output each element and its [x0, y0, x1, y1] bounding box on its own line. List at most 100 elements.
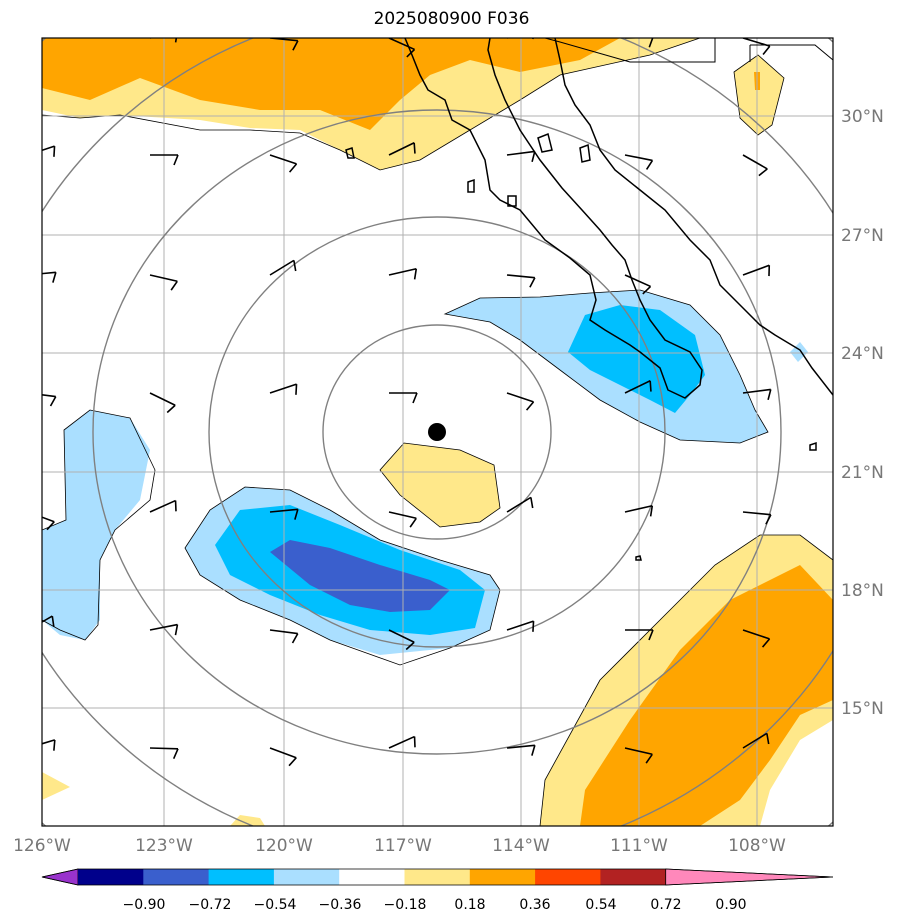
wind-barb	[388, 38, 416, 58]
wind-barb	[624, 154, 654, 170]
colorbar-label: 0.90	[715, 897, 746, 913]
colorbar-label: −0.54	[254, 897, 297, 913]
wind-barb	[506, 620, 535, 632]
wind-barb	[742, 38, 771, 56]
shaded-field-layer	[42, 38, 833, 826]
negative-anomaly-ne-mid	[568, 305, 705, 413]
wind-barb	[149, 747, 179, 760]
island-1	[537, 132, 553, 153]
island-4	[467, 178, 475, 193]
lon-label: 108°W	[728, 836, 786, 856]
wind-barb	[624, 504, 654, 517]
wind-barb	[149, 499, 177, 513]
wind-barb	[742, 629, 771, 648]
negative-anomaly-sw-core	[270, 540, 450, 612]
wind-barb	[42, 271, 57, 283]
wind-barb	[388, 735, 416, 749]
colorbar-label: 0.36	[519, 897, 550, 913]
wind-barb	[742, 154, 768, 177]
colorbar-extend-min	[41, 868, 79, 886]
colorbar-label: 0.54	[585, 897, 616, 913]
coastline-mainland	[554, 38, 833, 396]
wind-barb	[624, 274, 652, 295]
wind-barb	[269, 629, 299, 644]
wind-barb	[269, 154, 298, 173]
wind-barb	[506, 274, 536, 288]
colorbar-label: 0.18	[454, 897, 485, 913]
negative-anomaly-ne-tiny	[790, 342, 808, 362]
colorbar-outline	[41, 868, 834, 886]
positive-anomaly-south-small	[230, 815, 265, 826]
island-3	[345, 147, 355, 159]
wind-barb	[42, 615, 55, 631]
wind-barb	[149, 623, 179, 636]
wind-barb	[742, 511, 772, 525]
graticule	[42, 38, 833, 826]
colorbar-label: −0.18	[384, 897, 427, 913]
colorbar-segment	[273, 869, 340, 885]
lat-label: 27°N	[841, 226, 884, 246]
wind-barb	[42, 392, 57, 407]
wind-barb	[388, 511, 417, 528]
wind-barb	[42, 511, 55, 531]
colorbar-segment	[143, 869, 210, 885]
lon-label: 120°W	[255, 836, 313, 856]
island-6	[809, 441, 817, 451]
colorbar-segment	[600, 869, 667, 885]
wind-barb	[506, 744, 536, 756]
wind-barb	[742, 388, 772, 401]
wind-barb	[269, 383, 298, 395]
colorbar-label: −0.90	[123, 897, 166, 913]
colorbar-segment	[208, 869, 275, 885]
wind-barb	[506, 392, 535, 411]
wind-barb	[149, 274, 178, 291]
wind-barb	[150, 154, 179, 166]
lat-label: 21°N	[841, 463, 884, 483]
positive-anomaly-sw-small	[42, 772, 70, 800]
colorbar-label: −0.36	[319, 897, 362, 913]
colorbar-label: −0.72	[189, 897, 232, 913]
longitude-labels: 126°W 123°W 120°W 117°W 114°W 111°W 108°…	[13, 836, 786, 856]
wind-barb	[389, 392, 418, 404]
wind-barb	[388, 267, 418, 280]
wind-barb	[269, 747, 297, 767]
lon-label: 123°W	[135, 836, 193, 856]
wind-barb	[625, 629, 654, 641]
latitude-labels: 30°N 27°N 24°N 21°N 18°N 15°N	[841, 107, 884, 719]
wind-barbs	[42, 38, 772, 767]
colorbar-segment	[78, 869, 144, 885]
wind-barb	[624, 380, 652, 394]
island-5	[507, 195, 517, 207]
colorbar-segment	[535, 869, 601, 885]
wind-barb	[42, 145, 56, 157]
wind-barb	[149, 38, 179, 43]
wind-barb	[42, 739, 56, 751]
colorbar	[41, 868, 834, 886]
lon-label: 117°W	[374, 836, 432, 856]
lat-label: 15°N	[841, 699, 884, 719]
wind-barb	[506, 150, 536, 163]
map-title: 2025080900 F036	[373, 9, 530, 29]
lon-label: 111°W	[610, 836, 668, 856]
negative-anomaly-west	[42, 410, 150, 640]
wind-barb	[269, 259, 297, 276]
lat-label: 18°N	[841, 581, 884, 601]
positive-anomaly-ne-small	[734, 55, 784, 135]
island-2	[579, 143, 591, 163]
political-borders	[544, 38, 833, 63]
wind-barb	[388, 629, 415, 651]
positive-anomaly-north-dark	[42, 38, 620, 130]
wind-barb	[506, 496, 534, 513]
coastline-baja-west	[404, 38, 703, 399]
colorbar-extend-max	[665, 868, 834, 886]
wind-barb	[624, 747, 653, 764]
positive-anomaly-center	[380, 443, 500, 527]
colorbar-segment	[404, 869, 471, 885]
wind-barb	[742, 264, 771, 277]
coastlines	[345, 38, 833, 561]
island-7	[635, 555, 642, 561]
storm-center-marker	[428, 423, 446, 441]
